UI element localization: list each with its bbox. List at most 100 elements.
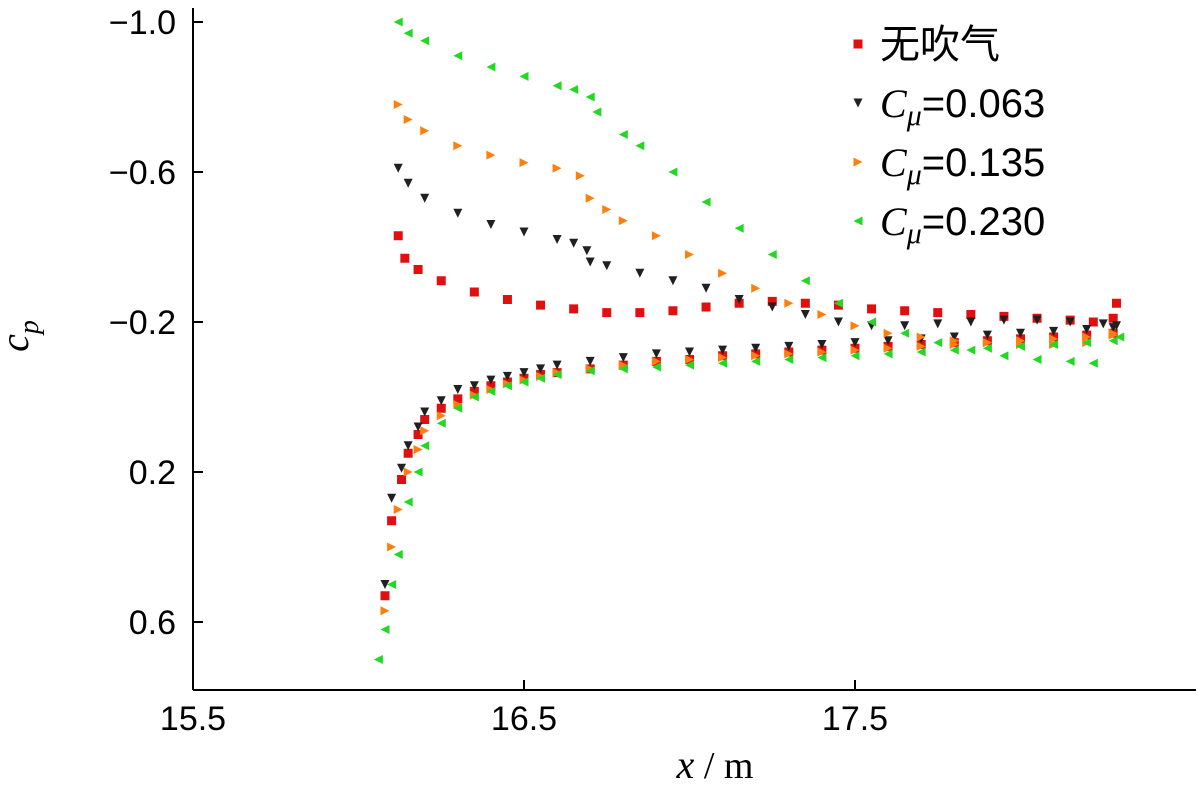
data-point — [966, 310, 976, 319]
data-point — [701, 302, 711, 312]
legend-label: Cμ=0.135 — [880, 140, 1045, 191]
data-point — [784, 341, 794, 351]
data-point — [833, 317, 843, 327]
data-point — [767, 302, 777, 312]
data-point — [817, 353, 827, 363]
data-point — [453, 51, 463, 61]
y-tick-label: −0.2 — [109, 304, 176, 342]
data-point — [469, 386, 479, 396]
data-point — [519, 377, 529, 387]
series-3 — [373, 17, 1125, 664]
data-point — [403, 448, 413, 458]
data-point — [387, 580, 397, 589]
data-point — [1082, 332, 1092, 342]
data-point — [883, 349, 893, 359]
data-point — [718, 345, 728, 355]
data-point — [916, 332, 926, 342]
data-point — [784, 355, 794, 364]
data-point — [569, 85, 579, 94]
data-points — [373, 17, 1125, 664]
data-point — [1108, 313, 1118, 323]
data-point — [668, 306, 678, 316]
data-point — [1049, 340, 1059, 349]
data-point — [436, 396, 446, 406]
data-point — [933, 319, 943, 329]
data-point — [420, 426, 430, 436]
data-point — [420, 415, 430, 424]
data-point — [453, 403, 463, 413]
data-point — [1049, 334, 1059, 344]
data-point — [502, 371, 512, 381]
data-point — [651, 231, 661, 241]
legend-label: Cμ=0.063 — [880, 81, 1045, 132]
data-point — [403, 28, 413, 38]
data-point — [1088, 358, 1098, 368]
data-point — [817, 340, 827, 349]
data-point — [800, 298, 810, 308]
legend-marker — [853, 39, 863, 49]
data-point — [883, 328, 893, 338]
data-point — [403, 441, 413, 451]
data-point — [413, 265, 423, 274]
data-point — [1098, 319, 1108, 329]
data-point — [767, 296, 777, 306]
data-point — [486, 150, 496, 160]
data-point — [916, 347, 926, 357]
data-point — [1115, 332, 1125, 342]
data-point — [1108, 323, 1118, 333]
data-point — [519, 71, 529, 81]
data-point — [585, 366, 595, 376]
data-point — [833, 298, 843, 308]
y-tick-label: −1.0 — [109, 4, 176, 42]
data-point — [393, 505, 403, 514]
data-point — [618, 364, 628, 374]
data-point — [883, 336, 893, 346]
series-1 — [380, 163, 1121, 589]
data-point — [380, 625, 390, 634]
data-point — [817, 347, 827, 357]
data-point — [982, 338, 992, 348]
data-point — [618, 360, 628, 370]
data-point — [668, 276, 678, 286]
data-point — [393, 163, 403, 173]
data-point — [651, 356, 661, 366]
data-point — [393, 231, 403, 241]
data-point — [1065, 356, 1075, 366]
data-point — [569, 304, 579, 314]
data-point — [635, 268, 645, 278]
data-point — [453, 394, 463, 404]
data-point — [1032, 355, 1042, 364]
data-point — [486, 220, 496, 229]
data-point — [1111, 298, 1121, 308]
data-point — [734, 295, 744, 304]
data-point — [949, 345, 959, 355]
data-point — [850, 345, 860, 355]
data-point — [536, 300, 546, 310]
y-tick-label: 0.6 — [129, 604, 176, 642]
data-point — [486, 381, 496, 391]
series-0 — [380, 231, 1121, 601]
data-point — [685, 250, 694, 259]
y-tick-label: −0.6 — [109, 154, 176, 192]
data-point — [784, 349, 794, 359]
data-point — [982, 330, 992, 340]
data-point — [519, 227, 529, 237]
data-point — [436, 403, 446, 413]
data-point — [1032, 315, 1042, 325]
x-tick-label: 15.5 — [160, 700, 226, 738]
data-point — [900, 306, 910, 316]
legend: 无吹气 Cμ=0.063 Cμ=0.135 Cμ=0.230 — [853, 23, 1045, 250]
data-point — [867, 304, 877, 314]
data-point — [1082, 338, 1092, 348]
data-point — [900, 321, 910, 331]
data-point — [502, 381, 512, 391]
data-point — [420, 407, 430, 417]
data-point — [453, 208, 463, 218]
data-point — [469, 381, 479, 391]
data-point — [436, 276, 446, 286]
data-point — [397, 475, 407, 484]
data-point — [800, 276, 810, 286]
data-point — [751, 283, 761, 293]
ticks: 15.5 16.5 17.5 −1.0 −0.6 −0.2 0.2 0.6 — [109, 4, 888, 738]
